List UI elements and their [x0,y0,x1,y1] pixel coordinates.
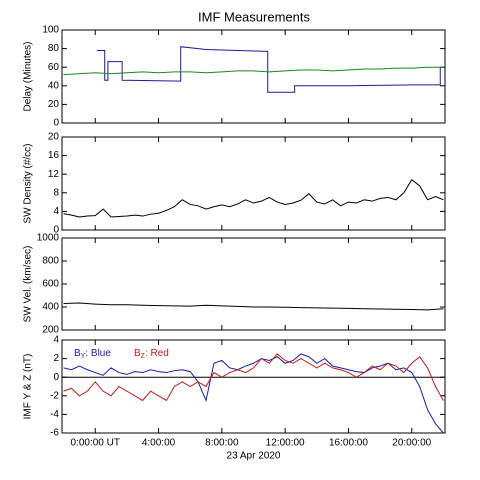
y-tick-label: 20 [48,99,60,110]
y-tick-label: 0 [53,225,59,236]
y-tick-label: 0 [53,118,59,129]
y-axis-label: IMF Y & Z (nT) [23,354,34,420]
legend-entry: BY: Blue [74,348,111,360]
y-tick-label: 12 [48,169,60,180]
x-tick-label: 4:00:00 [142,438,176,449]
x-axis-label: 23 Apr 2020 [227,451,281,462]
y-axis-label: Delay (Minutes) [23,41,34,111]
x-tick-label: 16:00:00 [329,438,368,449]
data-line [96,46,445,93]
data-line [63,302,444,311]
plot-frame [61,237,446,331]
y-tick-label: 40 [48,80,60,91]
y-tick-label: 8 [53,187,59,198]
y-tick-label: 600 [42,279,59,290]
y-tick-label: 60 [48,62,60,73]
x-tick-label: 12:00:00 [266,438,305,449]
y-tick-label: -4 [50,409,59,420]
y-tick-label: 400 [42,302,59,313]
y-tick-label: 4 [53,206,59,217]
y-tick-label: 200 [42,325,59,336]
y-tick-label: -6 [50,428,59,439]
x-tick-label: 8:00:00 [205,438,239,449]
y-tick-label: 4 [53,335,59,346]
y-axis-label: SW Density (#/cc) [23,143,34,223]
y-tick-label: 20 [48,132,60,143]
plot-frame [61,339,446,434]
y-tick-label: 100 [42,25,59,36]
plot-frame [61,29,446,124]
y-axis-label: SW Vel. (km/sec) [23,246,34,323]
x-tick-label: 0:00:00 UT [70,438,119,449]
y-tick-label: -2 [50,390,59,401]
legend-entry: BZ: Red [134,348,169,360]
data-line [63,66,444,76]
data-line [63,179,444,218]
y-tick-label: 0 [53,372,59,383]
y-tick-label: 800 [42,256,59,267]
y-tick-label: 80 [48,43,60,54]
plot-frame [61,136,446,231]
x-tick-label: 20:00:00 [392,438,431,449]
y-tick-label: 16 [48,150,60,161]
y-tick-label: 2 [53,353,59,364]
y-tick-label: 1000 [37,233,60,244]
chart-title: IMF Measurements [198,9,310,24]
data-line [63,353,444,434]
data-line [63,353,444,402]
